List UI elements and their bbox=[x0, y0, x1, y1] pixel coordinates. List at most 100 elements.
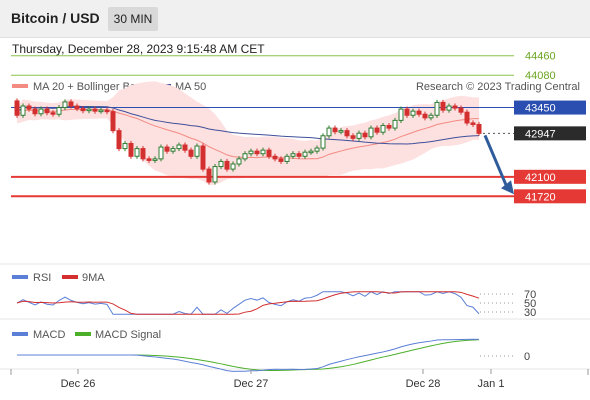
macd-line bbox=[17, 338, 480, 372]
candle-body bbox=[62, 101, 68, 109]
candle-body bbox=[110, 111, 116, 132]
candle-body bbox=[26, 105, 32, 110]
candle-body bbox=[464, 111, 470, 124]
level-label-41720: 41720 bbox=[525, 191, 556, 203]
candle-body bbox=[404, 108, 410, 116]
candle-body bbox=[218, 160, 224, 168]
candle-body bbox=[416, 110, 422, 115]
candle-body bbox=[92, 108, 98, 112]
candle-body bbox=[278, 158, 284, 162]
candle-body bbox=[302, 151, 308, 157]
chart-header: Bitcoin / USD 30 MIN bbox=[0, 0, 590, 38]
candle-body bbox=[104, 109, 110, 113]
credit-label: Research © 2023 Trading Central bbox=[416, 81, 580, 93]
candle-body bbox=[188, 149, 194, 157]
current-price-badge bbox=[514, 126, 586, 141]
candle-body bbox=[116, 130, 122, 150]
rsi-ma-line bbox=[16, 291, 480, 315]
candle-body bbox=[134, 148, 140, 157]
x-axis: Dec 26 Dec 27 Dec 28 Jan 1 bbox=[61, 369, 505, 390]
candle-body bbox=[164, 146, 170, 152]
level-label-44460: 44460 bbox=[525, 51, 556, 63]
candle-body bbox=[470, 122, 476, 125]
x-tick-label: Dec 27 bbox=[234, 378, 269, 390]
x-tick-label: Dec 26 bbox=[61, 378, 96, 390]
candle-body bbox=[182, 144, 188, 151]
macd-legend-label: MACD bbox=[33, 329, 65, 341]
candle-body bbox=[380, 125, 386, 133]
candle-body bbox=[260, 149, 266, 155]
ma20-legend-swatch bbox=[12, 84, 28, 88]
rsi-ma-legend-swatch bbox=[62, 275, 78, 279]
candle-body bbox=[86, 108, 92, 112]
candle-body bbox=[374, 127, 380, 133]
candle-body bbox=[212, 166, 218, 183]
candle-body bbox=[272, 155, 278, 160]
candle-body bbox=[38, 108, 44, 115]
candle-body bbox=[200, 145, 206, 170]
candle-body bbox=[284, 155, 290, 162]
candlesticks bbox=[14, 98, 482, 185]
macd-zero-label: 0 bbox=[524, 351, 530, 363]
rsi-legend-label: RSI bbox=[33, 272, 51, 284]
candle-body bbox=[50, 112, 56, 115]
candle-body bbox=[458, 107, 464, 113]
candle-body bbox=[476, 123, 482, 134]
rsi-level-label-70: 70 bbox=[524, 289, 536, 301]
candle-body bbox=[140, 148, 146, 160]
ma50-legend-label: MA 50 bbox=[175, 81, 206, 93]
price-labels: 44460 44080 43450 42100 41720 42947 bbox=[483, 51, 586, 204]
current-price-label: 42947 bbox=[525, 128, 556, 140]
candle-body bbox=[170, 148, 176, 152]
candle-body bbox=[350, 135, 356, 139]
candle-body bbox=[44, 108, 50, 114]
x-tick-label: Dec 28 bbox=[406, 378, 441, 390]
candle-body bbox=[128, 142, 134, 157]
candle-body bbox=[32, 108, 38, 115]
candle-body bbox=[224, 160, 230, 170]
candle-body bbox=[122, 142, 128, 150]
candle-body bbox=[338, 130, 344, 133]
rsi-level-label-50: 50 bbox=[524, 298, 536, 310]
candle-body bbox=[410, 110, 416, 116]
chart-datetime: Thursday, December 28, 2023 9:15:48 AM C… bbox=[12, 42, 265, 56]
candle-body bbox=[398, 108, 404, 121]
timeframe-badge[interactable]: 30 MIN bbox=[108, 7, 158, 31]
candle-body bbox=[446, 105, 452, 111]
candle-body bbox=[176, 144, 182, 150]
candle-body bbox=[146, 158, 152, 161]
candle-body bbox=[440, 101, 446, 111]
candle-body bbox=[158, 146, 164, 160]
candle-body bbox=[290, 153, 296, 157]
candle-body bbox=[20, 105, 26, 116]
candle-body bbox=[56, 107, 62, 115]
level-label-44080: 44080 bbox=[525, 70, 556, 82]
level-badge-43450 bbox=[514, 100, 586, 115]
candle-body bbox=[242, 153, 248, 160]
candle-body bbox=[74, 105, 80, 110]
candle-body bbox=[254, 150, 260, 155]
candle-body bbox=[368, 127, 374, 138]
level-badge-42100 bbox=[514, 169, 586, 184]
x-tick-label: Jan 1 bbox=[478, 378, 505, 390]
candle-body bbox=[248, 150, 254, 155]
candle-body bbox=[428, 114, 434, 119]
candle-body bbox=[332, 127, 338, 133]
level-label-43450: 43450 bbox=[525, 103, 556, 115]
candle-body bbox=[308, 150, 314, 154]
candle-body bbox=[236, 158, 242, 165]
candle-body bbox=[320, 135, 326, 149]
candle-body bbox=[422, 113, 428, 119]
rsi-ma-legend-label: 9MA bbox=[82, 272, 105, 284]
candle-body bbox=[392, 119, 398, 129]
candle-body bbox=[14, 100, 20, 116]
candle-body bbox=[344, 130, 350, 137]
candle-body bbox=[362, 132, 368, 138]
level-badge-41720 bbox=[514, 189, 586, 204]
candle-body bbox=[80, 108, 86, 112]
forecast-arrow-shaft bbox=[483, 134, 509, 188]
rsi-level-label-30: 30 bbox=[524, 307, 536, 319]
candle-body bbox=[386, 125, 392, 129]
